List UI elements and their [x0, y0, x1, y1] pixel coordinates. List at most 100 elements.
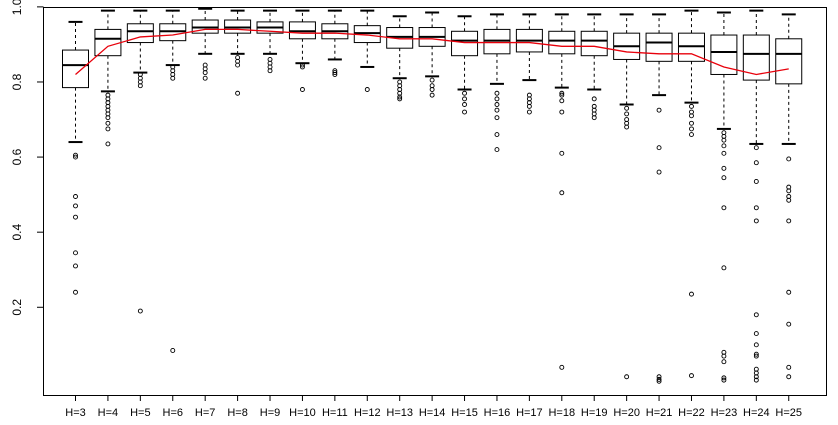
outlier-point: [656, 378, 662, 384]
outlier-point: [73, 152, 78, 158]
box-h-12: [353, 9, 381, 92]
outlier-point: [689, 113, 694, 119]
outlier-point: [559, 109, 565, 115]
outlier-point: [299, 87, 305, 92]
outlier-point: [559, 92, 565, 98]
outlier-point: [656, 374, 662, 380]
outlier-point: [202, 75, 208, 81]
outlier-point: [753, 179, 759, 184]
outlier-point: [429, 77, 435, 83]
outlier-point: [494, 90, 500, 96]
box-h-10: [288, 9, 316, 92]
box-h-19: [580, 13, 608, 121]
outlier-point: [332, 72, 338, 77]
x-tick-label: H=5: [130, 407, 151, 419]
x-tick-label: H=13: [386, 407, 413, 419]
outlier-point: [753, 353, 759, 359]
box-series: [62, 7, 803, 384]
outlier-point: [73, 194, 78, 199]
outlier-point: [73, 250, 78, 256]
outlier-point: [656, 376, 662, 382]
x-tick-label: H=23: [711, 407, 738, 419]
outlier-point: [299, 62, 305, 68]
outlier-point: [689, 373, 694, 379]
outlier-point: [591, 96, 597, 102]
box-h-18: [548, 13, 576, 370]
outlier-point: [656, 107, 662, 113]
box-iqr: [710, 34, 738, 75]
box-h-20: [613, 13, 641, 380]
box-h-6: [159, 9, 187, 353]
outlier-point: [73, 154, 78, 160]
box-iqr: [94, 28, 122, 57]
box-h-16: [483, 13, 511, 153]
outlier-point: [235, 62, 241, 68]
box-h-24: [742, 9, 770, 383]
outlier-point: [786, 218, 792, 224]
outlier-point: [721, 359, 727, 365]
outlier-point: [137, 308, 143, 314]
x-tick-label: H=6: [163, 407, 184, 419]
outlier-point: [73, 214, 78, 220]
outlier-point: [267, 68, 273, 74]
box-h-3: [62, 20, 89, 295]
outlier-point: [170, 75, 176, 81]
x-tick-label: H=20: [613, 407, 640, 419]
outlier-point: [429, 87, 435, 92]
outlier-point: [494, 132, 500, 137]
outlier-point: [462, 90, 467, 96]
outlier-point: [397, 94, 403, 100]
outlier-point: [235, 90, 241, 96]
outlier-point: [559, 364, 565, 370]
outlier-point: [526, 109, 532, 115]
outlier-point: [786, 188, 792, 194]
outlier-point: [786, 364, 792, 370]
outlier-point: [559, 98, 565, 104]
outlier-point: [786, 374, 792, 380]
outlier-point: [689, 126, 694, 132]
box-h-25: [775, 13, 803, 380]
outlier-point: [753, 312, 759, 318]
outlier-point: [364, 87, 370, 92]
outlier-point: [721, 137, 727, 143]
outlier-point: [494, 96, 500, 102]
outlier-point: [105, 115, 111, 121]
outlier-point: [559, 150, 565, 156]
x-tick-label: H=4: [98, 407, 119, 419]
x-tick-label: H=3: [65, 407, 86, 419]
outlier-point: [624, 105, 630, 111]
y-tick-label: 0.4: [10, 224, 24, 241]
x-tick-label: H=17: [516, 407, 543, 419]
outlier-point: [462, 102, 467, 107]
outlier-point: [462, 96, 467, 102]
x-tick-label: H=19: [581, 407, 608, 419]
trend-series: [75, 28, 789, 76]
box-h-11: [321, 9, 349, 77]
outlier-point: [105, 126, 111, 132]
outlier-point: [559, 190, 565, 196]
outlier-point: [721, 205, 727, 211]
outlier-point: [689, 132, 694, 137]
y-tick-label: 0.8: [10, 73, 24, 90]
outlier-point: [559, 90, 565, 96]
outlier-point: [753, 205, 759, 211]
box-iqr: [62, 49, 89, 89]
box-h-7: [191, 7, 219, 81]
y-axis: 0.2 0.4 0.6 0.8 1.0: [10, 0, 44, 316]
outlier-point: [689, 120, 694, 126]
x-tick-label: H=7: [195, 407, 216, 419]
box-h-4: [94, 9, 122, 147]
outlier-point: [105, 120, 111, 126]
box-iqr: [645, 32, 673, 62]
outlier-point: [526, 103, 532, 109]
y-tick-label: 0.2: [10, 299, 24, 316]
box-h-14: [418, 11, 446, 98]
outlier-point: [202, 70, 208, 76]
outlier-point: [299, 64, 305, 70]
box-h-15: [451, 15, 479, 115]
x-tick-label: H=15: [451, 407, 478, 419]
outlier-point: [591, 115, 597, 121]
outlier-point: [656, 145, 662, 151]
outlier-point: [786, 156, 792, 162]
